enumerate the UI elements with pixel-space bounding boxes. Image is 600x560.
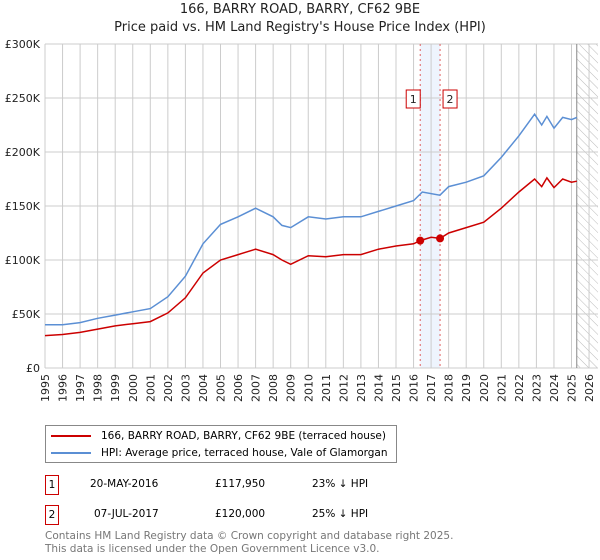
y-tick-label: £300K [5,38,41,51]
y-tick-label: £200K [5,146,41,159]
x-tick-label: 2000 [127,374,140,402]
sale-hpi-diff: 25% ↓ HPI [312,508,369,520]
sale-label-box [405,89,421,109]
x-tick-label: 2001 [144,374,157,402]
y-tick-label: £250K [5,92,41,105]
x-tick-label: 2005 [215,374,228,402]
x-tick-label: 2023 [530,374,543,402]
x-tick-label: 2025 [566,374,579,402]
legend-line-property [51,435,91,437]
legend-label-hpi: HPI: Average price, terraced house, Vale… [101,447,388,459]
x-tick-label: 2003 [179,374,192,402]
series-line [45,112,578,326]
x-tick-label: 2010 [302,374,315,402]
x-tick-label: 2018 [443,374,456,402]
footer-line-1: Contains HM Land Registry data © Crown c… [45,530,454,542]
chart-subtitle: Price paid vs. HM Land Registry's House … [114,20,486,35]
x-tick-label: 2019 [460,374,473,402]
sale-price: £117,950 [215,478,266,490]
x-tick-label: 2017 [425,374,438,402]
sale-label: 2 [447,93,454,106]
x-tick-label: 2004 [197,374,210,402]
x-tick-label: 2007 [250,374,263,402]
x-tick-label: 2012 [337,374,350,402]
x-tick-label: 1999 [109,374,122,402]
x-tick-label: 2014 [372,374,385,402]
sale-price: £120,000 [215,508,266,520]
x-tick-label: 1997 [74,374,87,402]
legend-label-property: 166, BARRY ROAD, BARRY, CF62 9BE (terrac… [101,430,386,442]
sale-badge: 1 [45,475,59,495]
x-tick-label: 2020 [478,374,491,402]
x-tick-label: 2006 [232,374,245,402]
x-tick-label: 2002 [162,374,175,402]
footer: Contains HM Land Registry data © Crown c… [45,530,453,556]
x-tick-label: 1996 [57,374,70,402]
x-tick-label: 2022 [513,374,526,402]
sale-label: 1 [410,93,417,106]
sale-point [436,234,445,243]
y-tick-label: £150K [5,200,41,213]
sale-badge: 2 [45,505,59,525]
x-tick-label: 1995 [39,374,52,402]
x-tick-label: 1998 [92,374,105,402]
sale-point [416,236,425,245]
sale-hpi-diff: 23% ↓ HPI [312,478,369,490]
y-tick-label: £50K [12,308,41,321]
sale-label-box [442,89,458,109]
x-tick-label: 2021 [495,374,508,402]
sale-row: 2 07-JUL-2017 £120,000 25% ↓ HPI [45,505,425,525]
sale-date: 20-MAY-2016 [90,478,159,490]
x-tick-label: 2008 [267,374,280,402]
legend-line-hpi [51,452,91,454]
sale-date: 07-JUL-2017 [94,508,159,520]
y-tick-label: £100K [5,254,41,267]
x-tick-label: 2015 [390,374,403,402]
chart-title: 166, BARRY ROAD, BARRY, CF62 9BE [179,2,421,17]
x-tick-label: 2009 [285,374,298,402]
series-line [44,176,577,337]
x-tick-label: 2024 [548,374,561,402]
footer-line-2: This data is licensed under the Open Gov… [45,543,380,555]
legend: 166, BARRY ROAD, BARRY, CF62 9BE (terrac… [45,425,397,463]
x-tick-label: 2013 [355,374,368,402]
x-tick-label: 2011 [320,374,333,402]
x-tick-label: 2016 [408,374,421,402]
plot-area: 1995 1996 1997 1998 1999 2000 2001 2002 2003 2004… [5,38,598,402]
x-tick-label: 2026 [583,374,596,402]
y-tick-label: £0 [26,362,40,375]
sale-row: 1 20-MAY-2016 £117,950 23% ↓ HPI [45,475,425,495]
